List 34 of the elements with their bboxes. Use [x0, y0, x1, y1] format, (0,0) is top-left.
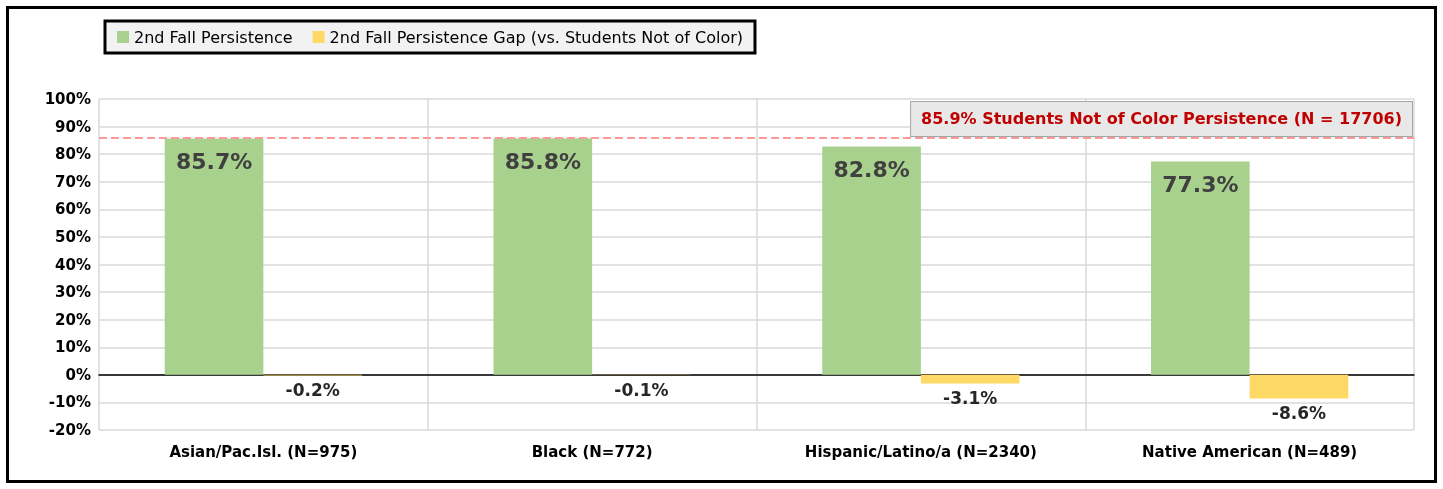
- y-tick-label: 60%: [55, 200, 91, 219]
- bar: [1151, 161, 1250, 375]
- bar: [493, 138, 593, 375]
- data-label: -0.1%: [614, 379, 669, 400]
- legend-label: 2nd Fall Persistence Gap (vs. Students Not of Color): [329, 27, 743, 47]
- y-tick-label: 90%: [55, 117, 91, 136]
- data-label: 85.8%: [504, 148, 581, 174]
- y-tick-label: 20%: [55, 310, 91, 329]
- y-tick-label: -20%: [48, 421, 91, 439]
- y-tick-label: 100%: [44, 90, 91, 108]
- bar: [822, 146, 921, 375]
- ref-line-label: 85.9% Students Not of Color Persistence (N = 17706): [921, 109, 1402, 129]
- y-tick-label: 40%: [55, 255, 91, 274]
- y-tick-label: 50%: [55, 227, 91, 246]
- y-tick-label: 70%: [55, 172, 91, 191]
- x-tick-label: Native American (N=489): [1142, 442, 1358, 461]
- y-tick-label: 10%: [55, 338, 91, 357]
- bar: [164, 138, 264, 375]
- data-label: 85.7%: [175, 148, 253, 174]
- data-label: 82.8%: [833, 156, 910, 182]
- data-label: -8.6%: [1271, 403, 1327, 424]
- x-tick-label: Asian/Pac.Isl. (N=975): [169, 442, 358, 461]
- legend-label: 2nd Fall Persistence: [134, 27, 293, 47]
- x-tick-label: Black (N=772): [531, 442, 653, 461]
- y-tick-label: 80%: [55, 145, 91, 164]
- data-label: -3.1%: [943, 387, 998, 408]
- x-tick-label: Hispanic/Latino/a (N=2340): [804, 442, 1037, 461]
- bar: [1249, 374, 1349, 399]
- y-tick-label: 0%: [65, 365, 91, 384]
- data-label: -0.2%: [285, 379, 340, 400]
- data-label: 77.3%: [1162, 172, 1239, 198]
- y-tick-label: 30%: [55, 283, 91, 302]
- bar: [920, 374, 1020, 384]
- y-tick-label: -10%: [48, 393, 91, 412]
